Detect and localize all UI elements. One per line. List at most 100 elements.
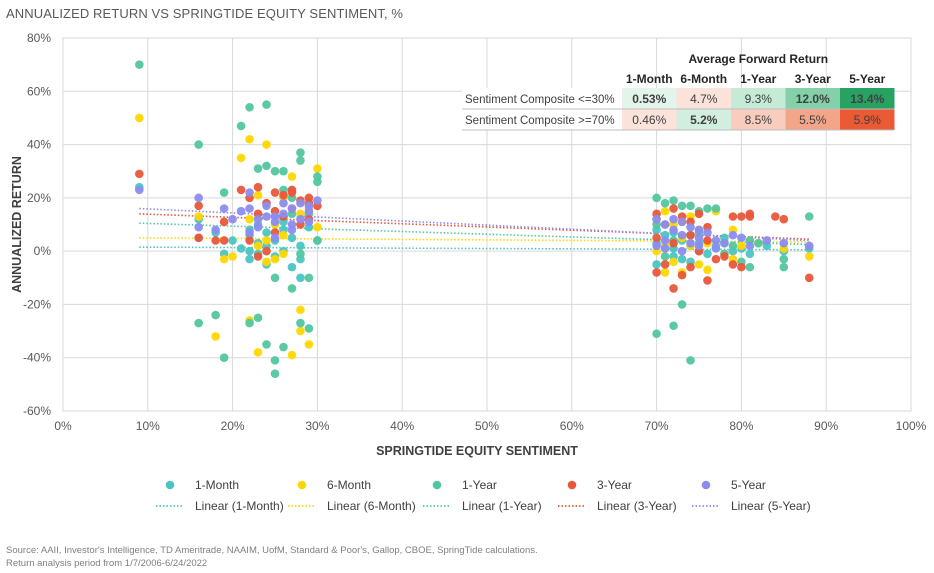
point-5-year <box>660 236 670 245</box>
legend-item-linear-1-year: Linear (1-Year) <box>423 499 542 513</box>
point-1-year <box>270 273 280 283</box>
table-cell <box>622 88 677 109</box>
point-1-month <box>245 246 254 256</box>
point-3-year <box>219 217 229 227</box>
point-3-year <box>779 214 789 224</box>
point-6-month <box>313 164 322 173</box>
point-3-year <box>728 260 738 269</box>
point-1-year <box>703 204 712 213</box>
table-cell-value: 0.53% <box>632 92 666 106</box>
point-5-year <box>711 244 721 253</box>
legend-item-linear-3-year: Linear (3-Year) <box>558 499 677 513</box>
point-5-year <box>228 214 237 224</box>
table-cell <box>785 88 840 109</box>
y-tick-label: 80% <box>27 31 51 45</box>
point-6-month <box>219 254 229 264</box>
table-cell <box>731 88 786 109</box>
point-5-year <box>694 225 704 235</box>
y-tick-label: -40% <box>23 351 51 365</box>
table-header-5-year: 5-Year <box>849 72 885 86</box>
point-1-year <box>270 369 280 379</box>
point-6-month <box>694 260 704 269</box>
legend-item-1-month: 1-Month <box>165 478 239 492</box>
point-1-year <box>660 252 670 261</box>
point-1-month <box>296 241 305 251</box>
point-5-year <box>245 204 254 213</box>
table-title: Average Forward Return <box>688 52 828 66</box>
point-5-year <box>287 225 297 235</box>
x-tick-label: 20% <box>221 419 245 433</box>
table-cell-value: 9.3% <box>745 92 773 106</box>
table-cell-value: 13.4% <box>850 92 884 106</box>
point-3-year <box>219 236 229 245</box>
point-1-year <box>304 273 314 283</box>
point-1-year <box>279 342 288 352</box>
point-3-year <box>211 236 220 245</box>
point-5-year <box>669 214 678 224</box>
point-1-year <box>296 318 305 328</box>
point-3-year <box>194 233 203 243</box>
point-3-year <box>771 212 780 221</box>
y-tick-label: 0% <box>34 244 52 258</box>
point-6-month <box>262 236 271 245</box>
x-tick-label: 40% <box>390 419 414 433</box>
point-5-year <box>660 244 670 253</box>
point-3-year <box>686 262 695 272</box>
point-5-year <box>287 204 297 213</box>
point-3-year <box>253 182 263 192</box>
point-3-year <box>236 185 246 195</box>
point-1-month <box>287 262 297 272</box>
table-cell-value: 5.9% <box>854 113 882 127</box>
point-3-year <box>711 254 721 264</box>
point-5-year <box>253 214 263 224</box>
point-3-year <box>304 193 314 203</box>
point-5-year <box>728 230 738 240</box>
point-1-year <box>313 177 322 187</box>
point-1-year <box>711 204 721 213</box>
point-5-year <box>669 225 678 235</box>
table-header-1-year: 1-Year <box>740 72 776 86</box>
point-5-year <box>135 185 144 195</box>
table-header-3-year: 3-Year <box>795 72 831 86</box>
x-tick-label: 100% <box>896 419 927 433</box>
point-5-year <box>211 225 220 235</box>
x-tick-label: 90% <box>814 419 838 433</box>
point-1-year <box>194 318 203 328</box>
table-header-6-month: 6-Month <box>680 72 727 86</box>
point-6-month <box>253 190 263 200</box>
point-1-year <box>652 329 661 339</box>
point-5-year <box>279 198 288 208</box>
point-6-month <box>262 257 271 267</box>
point-1-year <box>296 148 305 157</box>
legend-label: 5-Year <box>731 478 766 492</box>
point-5-year <box>804 241 814 251</box>
x-tick-label: 80% <box>729 419 753 433</box>
legend: 1-Month 6-Month 1-Year 3-Year 5-Year Linear (… <box>156 478 811 513</box>
point-5-year <box>660 220 670 229</box>
legend-label: 3-Year <box>597 478 632 492</box>
table-cell-value: 5.2% <box>690 113 718 127</box>
legend-item-linear-1-month: Linear (1-Month) <box>156 499 284 513</box>
point-3-year <box>804 273 814 283</box>
point-1-year <box>287 284 297 293</box>
legend-label: Linear (1-Year) <box>462 499 542 513</box>
point-3-year <box>669 204 678 213</box>
point-1-month <box>652 260 661 269</box>
point-5-year <box>711 236 721 245</box>
point-1-month <box>262 228 271 237</box>
point-5-year <box>236 206 246 216</box>
point-3-year <box>194 201 203 211</box>
point-5-year <box>677 246 687 256</box>
point-5-year <box>245 228 254 237</box>
legend-marker <box>165 480 175 490</box>
point-1-year <box>279 166 288 176</box>
table-cell-value: 4.7% <box>690 92 718 106</box>
x-axis-title: SPRINGTIDE EQUITY SENTIMENT <box>376 444 578 458</box>
legend-marker <box>567 480 577 490</box>
point-1-year <box>194 140 203 149</box>
point-6-month <box>279 249 288 259</box>
point-1-month <box>703 249 712 259</box>
point-6-month <box>703 265 712 275</box>
point-3-year <box>737 262 746 272</box>
point-1-year <box>211 310 220 320</box>
